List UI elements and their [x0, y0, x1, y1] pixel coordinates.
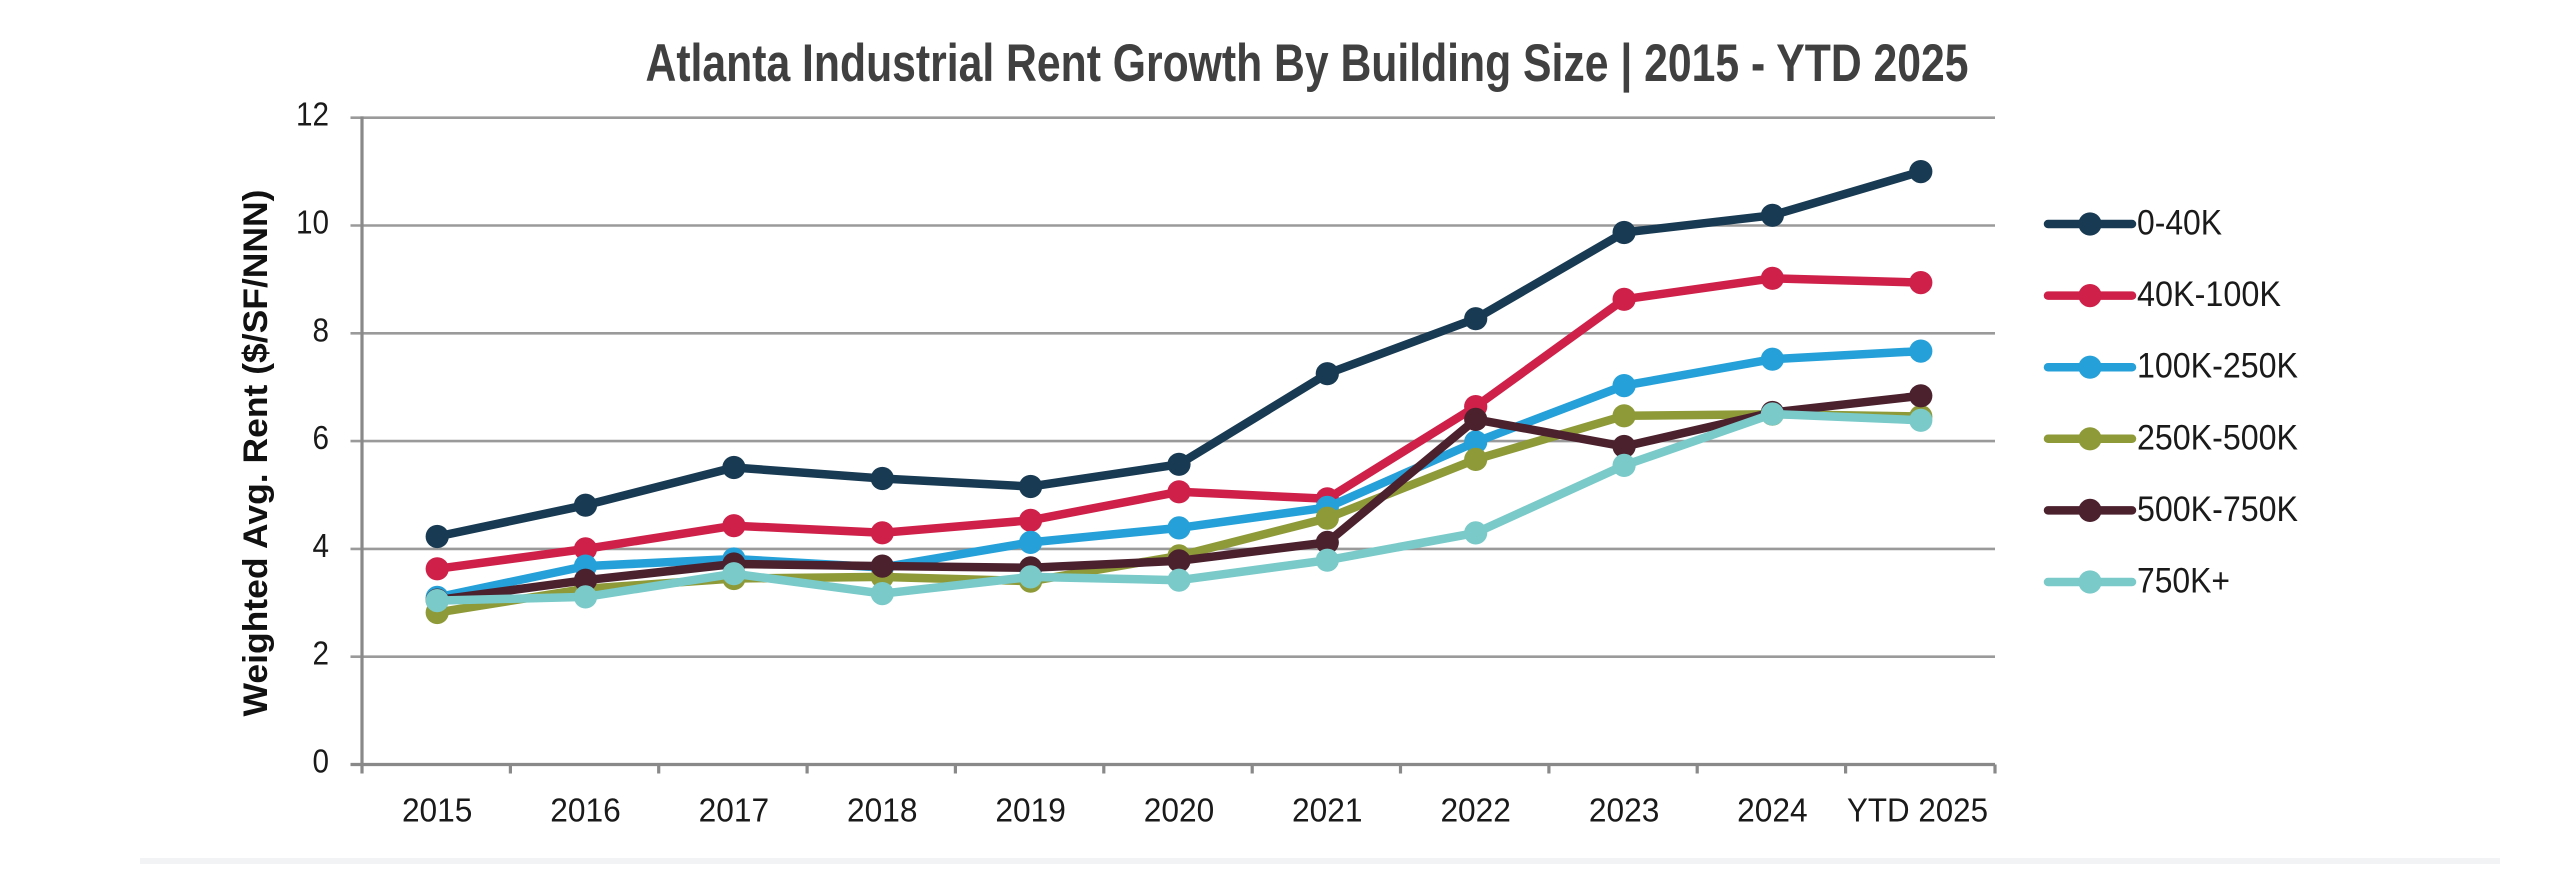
svg-text:YTD 2025: YTD 2025 — [1847, 791, 1988, 828]
svg-text:Weighted Avg. Rent ($/SF/NNN): Weighted Avg. Rent ($/SF/NNN) — [237, 190, 275, 717]
svg-text:2: 2 — [313, 635, 330, 672]
svg-text:100K-250K: 100K-250K — [2137, 347, 2298, 386]
svg-text:2016: 2016 — [550, 791, 621, 828]
svg-text:2022: 2022 — [1440, 791, 1511, 828]
svg-text:2020: 2020 — [1144, 791, 1215, 828]
svg-text:Atlanta Industrial Rent Growth: Atlanta Industrial Rent Growth By Buildi… — [646, 34, 1969, 94]
svg-text:6: 6 — [313, 419, 330, 456]
svg-text:2024: 2024 — [1737, 791, 1808, 828]
svg-text:500K-750K: 500K-750K — [2137, 490, 2298, 529]
svg-text:750K+: 750K+ — [2137, 562, 2230, 601]
svg-text:0: 0 — [313, 743, 330, 780]
svg-text:40K-100K: 40K-100K — [2137, 275, 2281, 314]
svg-text:0-40K: 0-40K — [2137, 204, 2222, 243]
svg-text:2015: 2015 — [402, 791, 473, 828]
svg-text:2018: 2018 — [847, 791, 918, 828]
svg-text:2023: 2023 — [1589, 791, 1660, 828]
svg-text:8: 8 — [313, 311, 330, 348]
svg-text:12: 12 — [296, 96, 329, 133]
svg-text:2017: 2017 — [699, 791, 770, 828]
svg-text:10: 10 — [296, 204, 329, 241]
svg-text:2021: 2021 — [1292, 791, 1363, 828]
svg-text:250K-500K: 250K-500K — [2137, 418, 2298, 457]
svg-text:4: 4 — [313, 527, 330, 564]
svg-text:2019: 2019 — [995, 791, 1066, 828]
